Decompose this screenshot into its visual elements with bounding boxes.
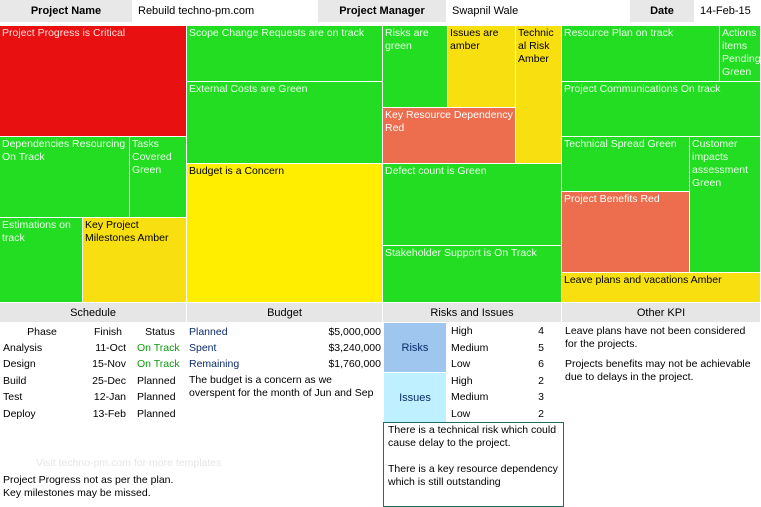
- tile-actions[interactable]: Actions items Pending Green: [720, 26, 761, 82]
- tile-defect[interactable]: Defect count is Green: [383, 164, 562, 246]
- tile-label: Budget is a Concern: [189, 165, 285, 177]
- project-name-value[interactable]: Rebuild techno-pm.com: [132, 0, 318, 22]
- tile-project-progress[interactable]: Project Progress is Critical: [0, 26, 187, 137]
- tile-external-costs[interactable]: External Costs are Green: [187, 82, 383, 164]
- schedule-status: On Track: [137, 342, 180, 354]
- schedule-col-finish: Finish: [93, 326, 122, 338]
- budget-header: Budget: [187, 303, 383, 322]
- budget-label: Spent: [189, 342, 217, 354]
- tile-key-resource[interactable]: Key Resource Dependency Red: [383, 108, 516, 164]
- tile-budget[interactable]: Budget is a Concern: [187, 164, 383, 303]
- budget-value: $3,240,000: [328, 342, 381, 354]
- tile-label: Customer impacts assessment Green: [692, 138, 749, 189]
- tile-label: Dependencies Resourcing On Track: [2, 138, 126, 163]
- budget-value: $5,000,000: [328, 326, 381, 338]
- tile-label: Resource Plan on track: [564, 27, 674, 39]
- schedule-status: On Track: [137, 358, 180, 370]
- tile-label: Tasks Covered Green: [132, 138, 172, 176]
- issue-note: There is a key resource dependency which…: [388, 463, 558, 488]
- tile-label: Actions items Pending Green: [722, 27, 761, 78]
- schedule-finish: 25-Dec: [92, 375, 126, 387]
- risk-count: 4: [538, 325, 544, 337]
- project-manager-label: Project Manager: [318, 0, 446, 22]
- schedule-finish: 13-Feb: [92, 408, 126, 420]
- date-value[interactable]: 14-Feb-15: [694, 0, 761, 22]
- schedule-phase: Analysis: [3, 342, 43, 354]
- schedule-phase: Test: [3, 391, 23, 403]
- tile-label: Stakeholder Support is On Track: [385, 247, 537, 259]
- tile-label: Technical Spread Green: [564, 138, 677, 150]
- project-name-label: Project Name: [0, 0, 132, 22]
- tile-label: Leave plans and vacations Amber: [564, 274, 722, 286]
- schedule-finish: 11-Oct: [95, 342, 126, 354]
- issue-level: Low: [451, 408, 471, 420]
- schedule-note: Project Progress not as per the plan. Ke…: [3, 474, 174, 499]
- schedule-phase: Deploy: [3, 408, 36, 420]
- risk-count: 6: [538, 358, 544, 370]
- risk-level: High: [451, 325, 473, 337]
- issue-level: Medium: [451, 391, 489, 403]
- kpi-note-leave: Leave plans have not been considered for…: [565, 325, 746, 350]
- tile-estimations[interactable]: Estimations on track: [0, 218, 83, 303]
- project-manager-value[interactable]: Swapnil Wale: [446, 0, 630, 22]
- tile-key-milestones[interactable]: Key Project Milestones Amber: [83, 218, 187, 303]
- tile-project-comms[interactable]: Project Communications On track: [562, 82, 761, 137]
- risk-count: 5: [538, 342, 544, 354]
- tile-label: Issues are amber: [450, 27, 499, 52]
- tile-label: Key Project Milestones Amber: [85, 219, 169, 244]
- risks-issues-header: Risks and Issues: [383, 303, 562, 322]
- schedule-status: Planned: [137, 391, 176, 403]
- issue-count: 3: [538, 391, 544, 403]
- schedule-status: Planned: [137, 375, 176, 387]
- tile-issues[interactable]: Issues are amber: [448, 26, 516, 108]
- tile-tasks[interactable]: Tasks Covered Green: [130, 137, 187, 218]
- issue-count: 2: [538, 408, 544, 420]
- schedule-finish: 15-Nov: [92, 358, 126, 370]
- budget-label: Planned: [189, 326, 228, 338]
- tile-leave-plans[interactable]: Leave plans and vacations Amber: [562, 273, 761, 303]
- budget-note: The budget is a concern as we overspent …: [189, 374, 374, 399]
- tile-label: Project Benefits Red: [564, 193, 660, 205]
- issues-label: Issues: [384, 373, 446, 422]
- tile-label: Project Progress is Critical: [2, 27, 126, 39]
- date-label: Date: [630, 0, 694, 22]
- issue-level: High: [451, 375, 473, 387]
- tile-stakeholder[interactable]: Stakeholder Support is On Track: [383, 246, 562, 303]
- issue-count: 2: [538, 375, 544, 387]
- tile-customer[interactable]: Customer impacts assessment Green: [690, 137, 761, 273]
- tile-label: Scope Change Requests are on track: [189, 27, 365, 39]
- schedule-finish: 12-Jan: [93, 391, 126, 403]
- tile-technical-spread[interactable]: Technical Spread Green: [562, 137, 690, 192]
- schedule-col-status: Status: [145, 326, 175, 338]
- risks-label: Risks: [384, 323, 446, 372]
- kpi-note-benefits: Projects benefits may not be achievable …: [565, 358, 751, 383]
- other-kpi-header: Other KPI: [562, 303, 761, 322]
- tile-label: Project Communications On track: [564, 83, 721, 95]
- tile-label: Technic al Risk Amber: [518, 27, 554, 65]
- schedule-header: Schedule: [0, 303, 187, 322]
- tile-label: Defect count is Green: [385, 165, 487, 177]
- tile-scope-change[interactable]: Scope Change Requests are on track: [187, 26, 383, 82]
- tile-risks[interactable]: Risks are green: [383, 26, 448, 108]
- schedule-col-phase: Phase: [27, 326, 57, 338]
- schedule-status: Planned: [137, 408, 176, 420]
- budget-label: Remaining: [189, 358, 240, 370]
- tile-resource-plan[interactable]: Resource Plan on track: [562, 26, 720, 82]
- schedule-watermark-text: Visit techno-pm.com for more templates: [36, 457, 222, 469]
- risk-level: Medium: [451, 342, 489, 354]
- schedule-phase: Build: [3, 375, 27, 387]
- schedule-phase: Design: [3, 358, 36, 370]
- tile-technical-risk[interactable]: Technic al Risk Amber: [516, 26, 562, 164]
- tile-label: Risks are green: [385, 27, 429, 52]
- risks-issues-notes: There is a technical risk which could ca…: [383, 422, 564, 507]
- tile-dependencies[interactable]: Dependencies Resourcing On Track: [0, 137, 130, 218]
- tile-label: Estimations on track: [2, 219, 71, 244]
- risk-level: Low: [451, 358, 471, 370]
- risk-note: There is a technical risk which could ca…: [388, 424, 557, 449]
- tile-label: External Costs are Green: [189, 83, 308, 95]
- budget-value: $1,760,000: [328, 358, 381, 370]
- tile-label: Key Resource Dependency Red: [385, 109, 513, 134]
- tile-project-benefits[interactable]: Project Benefits Red: [562, 192, 690, 273]
